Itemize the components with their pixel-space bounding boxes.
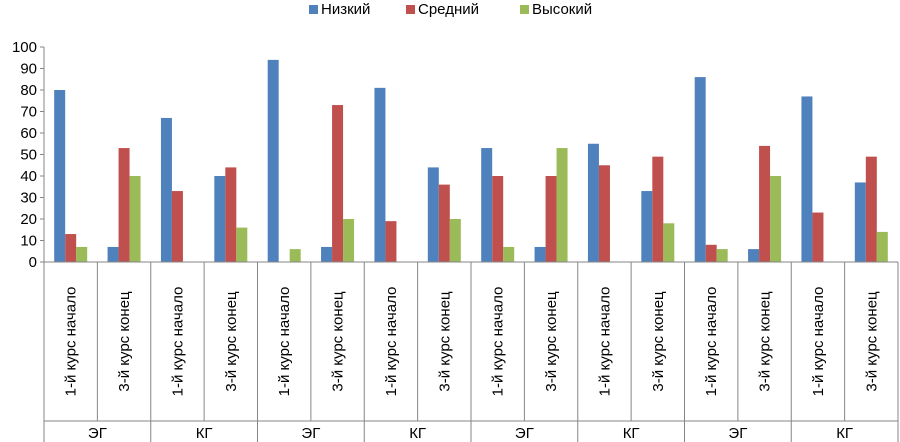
bar-Средний-8	[438, 184, 450, 262]
bar-Низкий-10	[534, 246, 546, 262]
bar-Средний-13	[705, 244, 717, 262]
bar-Высокий-12	[663, 223, 675, 262]
bar-Средний-2	[118, 148, 130, 262]
y-tick-label: 80	[20, 82, 37, 99]
legend-label-3: Высокий	[532, 1, 592, 18]
y-tick-label: 30	[20, 190, 37, 207]
bar-Высокий-14	[770, 176, 782, 262]
legend-label-2: Средний	[418, 1, 479, 18]
bar-Средний-7	[385, 221, 397, 262]
x-group-label: КГ	[836, 425, 853, 442]
legend-swatch-1	[309, 5, 318, 14]
x-category-label: 1-й курс начало	[490, 287, 507, 397]
y-tick-label: 50	[20, 147, 37, 164]
bar-Низкий-8	[427, 167, 439, 262]
bar-Средний-15	[812, 212, 824, 262]
y-tick-label: 60	[20, 125, 37, 142]
bar-Средний-11	[598, 165, 610, 262]
x-axis-category-labels: 1-й курс начало 3-й курс конец 1-й курс на…	[63, 287, 881, 397]
x-category-label: 1-й курс начало	[169, 287, 186, 397]
bar-Низкий-15	[801, 96, 813, 262]
x-category-label: 3-й курс конец	[543, 291, 560, 392]
bar-Высокий-9	[503, 246, 515, 262]
bar-Высокий-8	[449, 219, 461, 262]
bars	[54, 59, 888, 263]
x-category-label: 1-й курс начало	[63, 287, 80, 397]
x-category-label: 1-й курс начало	[383, 287, 400, 397]
bar-Средний-1	[65, 234, 77, 262]
bar-Средний-4	[225, 167, 237, 262]
bar-Низкий-12	[641, 191, 653, 262]
bar-Высокий-2	[129, 176, 141, 262]
legend: Низкий Средний Высокий	[309, 1, 592, 18]
x-category-label: 3-й курс конец	[863, 291, 880, 392]
x-category-label: 1-й курс начало	[596, 287, 613, 397]
y-tick-label: 100	[12, 39, 37, 56]
bar-Низкий-11	[587, 143, 599, 262]
y-tick-label: 70	[20, 104, 37, 121]
y-tick-label: 20	[20, 211, 37, 228]
y-tick-label: 10	[20, 233, 37, 250]
bar-Высокий-5	[289, 249, 301, 262]
bar-Средний-3	[171, 191, 183, 262]
bar-Высокий-4	[236, 227, 248, 262]
x-group-label: ЭГ	[301, 425, 320, 442]
bar-Высокий-16	[876, 231, 888, 262]
bar-Низкий-14	[748, 249, 760, 262]
bar-Высокий-1	[76, 246, 88, 262]
x-category-label: 1-й курс начало	[276, 287, 293, 397]
legend-swatch-2	[406, 5, 415, 14]
x-axis-group-labels: ЭГ КГ ЭГ КГ ЭГ КГ ЭГ КГ	[88, 425, 853, 442]
bar-Низкий-16	[854, 182, 866, 262]
x-category-label: 3-й курс конец	[757, 291, 774, 392]
bar-Средний-12	[652, 156, 664, 262]
x-group-label: ЭГ	[88, 425, 107, 442]
legend-label-1: Низкий	[321, 1, 370, 18]
y-tick-label: 0	[29, 254, 37, 271]
bar-Низкий-6	[321, 246, 333, 262]
y-tick-label: 40	[20, 168, 37, 185]
bar-Средний-14	[759, 145, 771, 262]
x-category-label: 1-й курс начало	[703, 287, 720, 397]
bar-Низкий-3	[160, 117, 172, 262]
x-category-label: 3-й курс конец	[436, 291, 453, 392]
legend-swatch-3	[520, 5, 529, 14]
y-tick-label: 90	[20, 61, 37, 78]
x-category-label: 3-й курс конец	[116, 291, 133, 392]
x-category-label: 3-й курс конец	[330, 291, 347, 392]
x-group-label: КГ	[409, 425, 426, 442]
bar-Низкий-4	[214, 176, 226, 262]
bar-Низкий-1	[54, 90, 66, 262]
axes	[40, 46, 899, 442]
bar-Высокий-13	[716, 249, 728, 262]
bar-Низкий-13	[694, 77, 706, 262]
x-category-label: 3-й курс конец	[650, 291, 667, 392]
y-axis-tick-labels: 0 10 20 30 40 50 60 70 80 90 100	[12, 39, 37, 271]
x-group-label: ЭГ	[515, 425, 534, 442]
x-group-label: ЭГ	[728, 425, 747, 442]
bar-Средний-16	[865, 156, 877, 262]
bar-Средний-9	[492, 176, 504, 262]
x-category-label: 1-й курс начало	[810, 287, 827, 397]
bar-Низкий-5	[267, 59, 279, 263]
x-group-label: КГ	[623, 425, 640, 442]
x-category-label: 3-й курс конец	[223, 291, 240, 392]
bar-Высокий-6	[343, 219, 355, 262]
bar-Низкий-2	[107, 246, 119, 262]
bar-Средний-10	[545, 176, 557, 262]
bar-Низкий-7	[374, 87, 386, 262]
bar-Средний-6	[332, 105, 344, 262]
bar-Высокий-10	[556, 148, 568, 262]
bar-Низкий-9	[481, 148, 493, 262]
x-group-label: КГ	[196, 425, 213, 442]
